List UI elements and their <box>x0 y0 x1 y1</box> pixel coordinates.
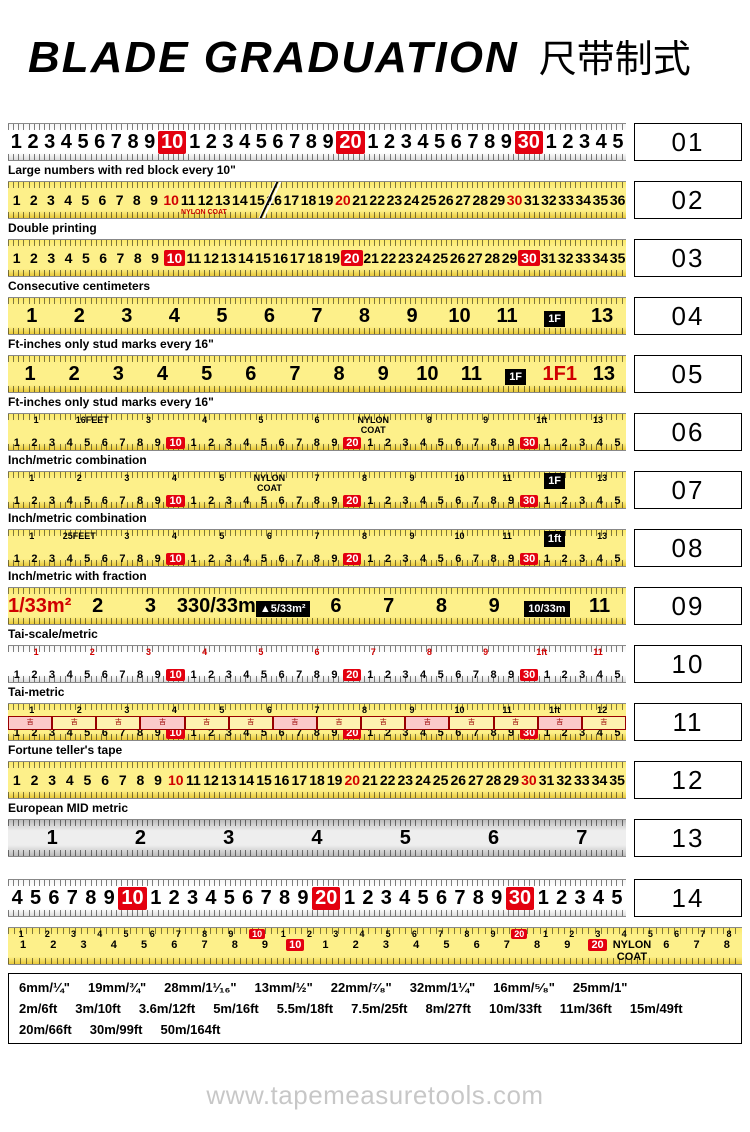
tape-number-box: 04 <box>634 297 742 335</box>
footer-spec: 11m/36ft <box>560 1001 612 1016</box>
tape-row: 12345678910111ft121234567891012345678920… <box>8 703 742 757</box>
title-row: BLADE GRADUATION 尺带制式 <box>8 28 742 83</box>
tape-description: Ft-inches only stud marks every 16" <box>8 337 626 351</box>
footer-spec: 13mm/½" <box>255 980 313 995</box>
footer-spec: 32mm/1¼" <box>410 980 475 995</box>
tape-description: Tai-metric <box>8 685 626 699</box>
title-chinese: 尺带制式 <box>539 28 691 83</box>
tape-description: Tai-scale/metric <box>8 627 626 641</box>
tape-row: 4567891012345678920123456789301234514 <box>8 879 742 917</box>
footer-spec: 10m/33ft <box>489 1001 542 1016</box>
tape-row: 12345678910123456789201234567893012345La… <box>8 123 742 177</box>
watermark: www.tapemeasuretools.com <box>206 1080 543 1111</box>
tape-description: Fortune teller's tape <box>8 743 626 757</box>
tape-row: 1234567891011121314151617181920212223242… <box>8 761 742 815</box>
footer-spec: 22mm/⁷⁄₈" <box>331 980 392 995</box>
tape-description: Ft-inches only stud marks every 16" <box>8 395 626 409</box>
tape-row: 125FEET345678910111ft1312345678910123456… <box>8 529 742 583</box>
tape-number-box: 05 <box>634 355 742 393</box>
tape-description: Double printing <box>8 221 626 235</box>
tape-row: 1234567891011121314151617181920212223242… <box>8 239 742 293</box>
extra-tape-section: 1234567891012345678920123456781234567891… <box>8 927 742 965</box>
tape-row: 1/33m²23330/33m▲5/33m²678910/33m11Tai-sc… <box>8 587 742 641</box>
tape-row: 12345NYLON COAT78910111F1312345678910123… <box>8 471 742 525</box>
tape-row: 116FEET3456NYLON COAT891ft13123456789101… <box>8 413 742 467</box>
footer-spec: 2m/6ft <box>19 1001 57 1016</box>
footer-spec-box: 6mm/¼" 19mm/¾" 28mm/1¹⁄₁₆" 13mm/½" 22mm/⁷⁄₈"… <box>8 973 742 1044</box>
tape-row: 12345678910111F1F113Ft-inches only stud … <box>8 355 742 409</box>
tape-number-box: 09 <box>634 587 742 625</box>
tape-row: 1234567891011121314151617181920212223242… <box>8 181 742 235</box>
tape-number-box: 03 <box>634 239 742 277</box>
tape-description: Consecutive centimeters <box>8 279 626 293</box>
footer-spec: 20m/66ft <box>19 1022 72 1037</box>
footer-spec: 15m/49ft <box>630 1001 683 1016</box>
footer-spec: 6mm/¼" <box>19 980 70 995</box>
footer-spec: 50m/164ft <box>161 1022 221 1037</box>
footer-spec: 5m/16ft <box>213 1001 259 1016</box>
tape-description: Inch/metric combination <box>8 453 626 467</box>
footer-spec: 19mm/¾" <box>88 980 146 995</box>
tape-row: 12345678910111F13Ft-inches only stud mar… <box>8 297 742 351</box>
footer-spec: 8m/27ft <box>425 1001 471 1016</box>
tape-number-box: 12 <box>634 761 742 799</box>
footer-spec: 16mm/⁵⁄₈" <box>493 980 555 995</box>
tape-number-box: 11 <box>634 703 742 741</box>
footer-spec: 5.5m/18ft <box>277 1001 333 1016</box>
footer-line-2: 2m/6ft 3m/10ft 3.6m/12ft 5m/16ft 5.5m/18ft 7.… <box>19 1001 731 1016</box>
footer-line-3: 20m/66ft 30m/99ft 50m/164ft <box>19 1022 731 1037</box>
tape-number-box: 08 <box>634 529 742 567</box>
tape-number-box: 01 <box>634 123 742 161</box>
tape-description: European MID metric <box>8 801 626 815</box>
tape-description: Inch/metric combination <box>8 511 626 525</box>
footer-spec: 7.5m/25ft <box>351 1001 407 1016</box>
footer-spec: 25mm/1" <box>573 980 628 995</box>
footer-spec: 3m/10ft <box>75 1001 121 1016</box>
footer-line-1: 6mm/¼" 19mm/¾" 28mm/1¹⁄₁₆" 13mm/½" 22mm/⁷⁄₈"… <box>19 980 731 995</box>
tape-number-box: 10 <box>634 645 742 683</box>
tape-number-box: 07 <box>634 471 742 509</box>
tape-description: Large numbers with red block every 10" <box>8 163 626 177</box>
footer-spec: 30m/99ft <box>90 1022 143 1037</box>
tape-number-box: 06 <box>634 413 742 451</box>
tape-row: 1234567891ft1112345678910123456789201234… <box>8 645 742 699</box>
tape-description: Inch/metric with fraction <box>8 569 626 583</box>
footer-spec: 3.6m/12ft <box>139 1001 195 1016</box>
title-english: BLADE GRADUATION <box>28 33 519 83</box>
tape-row: 123456713 <box>8 819 742 857</box>
tape-rows: 12345678910123456789201234567893012345La… <box>8 123 742 917</box>
footer-spec: 28mm/1¹⁄₁₆" <box>164 980 236 995</box>
tape-number-box: 13 <box>634 819 742 857</box>
tape-number-box: 02 <box>634 181 742 219</box>
tape-number-box: 14 <box>634 879 742 917</box>
